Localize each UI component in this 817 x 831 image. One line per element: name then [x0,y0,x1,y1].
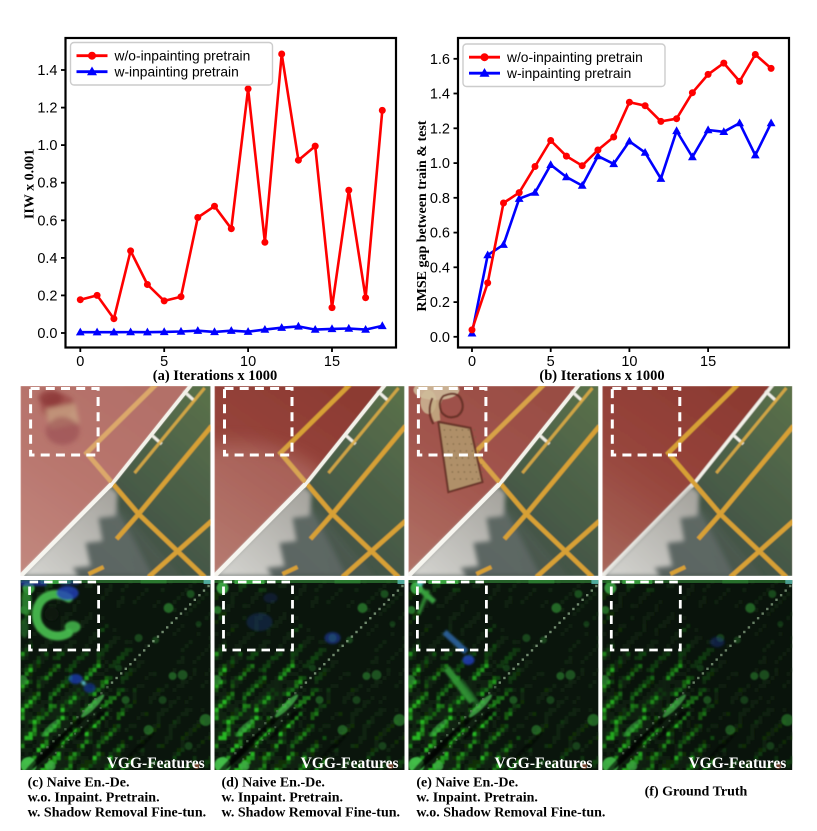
svg-text:VGG-Features: VGG-Features [107,755,205,772]
svg-text:10: 10 [621,354,637,370]
svg-text:0.8: 0.8 [430,191,450,207]
svg-text:0.0: 0.0 [37,326,57,342]
svg-text:0.6: 0.6 [37,213,57,229]
svg-text:0: 0 [76,354,84,370]
svg-text:1.2: 1.2 [37,101,57,117]
svg-text:VGG-Features: VGG-Features [688,755,786,772]
svg-text:0.6: 0.6 [430,226,450,242]
svg-text:1.0: 1.0 [37,138,57,154]
svg-text:1.0: 1.0 [430,156,450,172]
svg-text:w. Inpaint. Pretrain.: w. Inpaint. Pretrain. [222,791,343,806]
svg-text:w. Inpaint. Pretrain.: w. Inpaint. Pretrain. [416,791,537,806]
svg-text:0.2: 0.2 [430,295,450,311]
svg-text:w. Shadow Removal Fine-tun.: w. Shadow Removal Fine-tun. [222,806,401,821]
svg-text:5: 5 [160,354,168,370]
svg-text:5: 5 [547,354,555,370]
svg-text:0.4: 0.4 [430,260,450,276]
svg-text:(e) Naive En.-De.: (e) Naive En.-De. [416,776,518,791]
svg-text:15: 15 [324,354,340,370]
svg-text:15: 15 [700,354,716,370]
svg-text:0.2: 0.2 [37,288,57,304]
svg-text:1.4: 1.4 [430,87,450,103]
svg-text:10: 10 [240,354,256,370]
svg-text:(b) Iterations x 1000: (b) Iterations x 1000 [539,368,664,384]
svg-text:0: 0 [468,354,476,370]
svg-text:RMSE gap between train & test: RMSE gap between train & test [415,120,430,311]
svg-text:w/o-inpainting pretrain: w/o-inpainting pretrain [114,49,251,64]
svg-text:(f) Ground Truth: (f) Ground Truth [645,785,748,800]
svg-text:IIW x 0.001: IIW x 0.001 [23,149,38,219]
svg-text:w. Shadow Removal Fine-tun.: w. Shadow Removal Fine-tun. [28,806,207,821]
svg-text:w.o. Inpaint. Pretrain.: w.o. Inpaint. Pretrain. [28,791,160,806]
svg-text:1.4: 1.4 [37,63,57,79]
svg-text:VGG-Features: VGG-Features [495,755,593,772]
svg-text:(d) Naive En.-De.: (d) Naive En.-De. [222,776,325,791]
svg-text:1.2: 1.2 [430,121,450,137]
svg-text:0.0: 0.0 [430,330,450,346]
svg-text:w-inpainting pretrain: w-inpainting pretrain [506,66,631,81]
svg-text:0.8: 0.8 [37,176,57,192]
svg-text:1.6: 1.6 [430,52,450,68]
svg-text:(c) Naive En.-De.: (c) Naive En.-De. [28,776,130,791]
svg-text:w-inpainting pretrain: w-inpainting pretrain [114,65,239,80]
svg-text:w/o-inpainting pretrain: w/o-inpainting pretrain [506,50,643,65]
svg-text:0.4: 0.4 [37,251,57,267]
svg-text:(a) Iterations x 1000: (a) Iterations x 1000 [153,368,277,384]
svg-text:VGG-Features: VGG-Features [301,755,399,772]
svg-text:w.o. Shadow Removal Fine-tun.: w.o. Shadow Removal Fine-tun. [416,806,605,821]
